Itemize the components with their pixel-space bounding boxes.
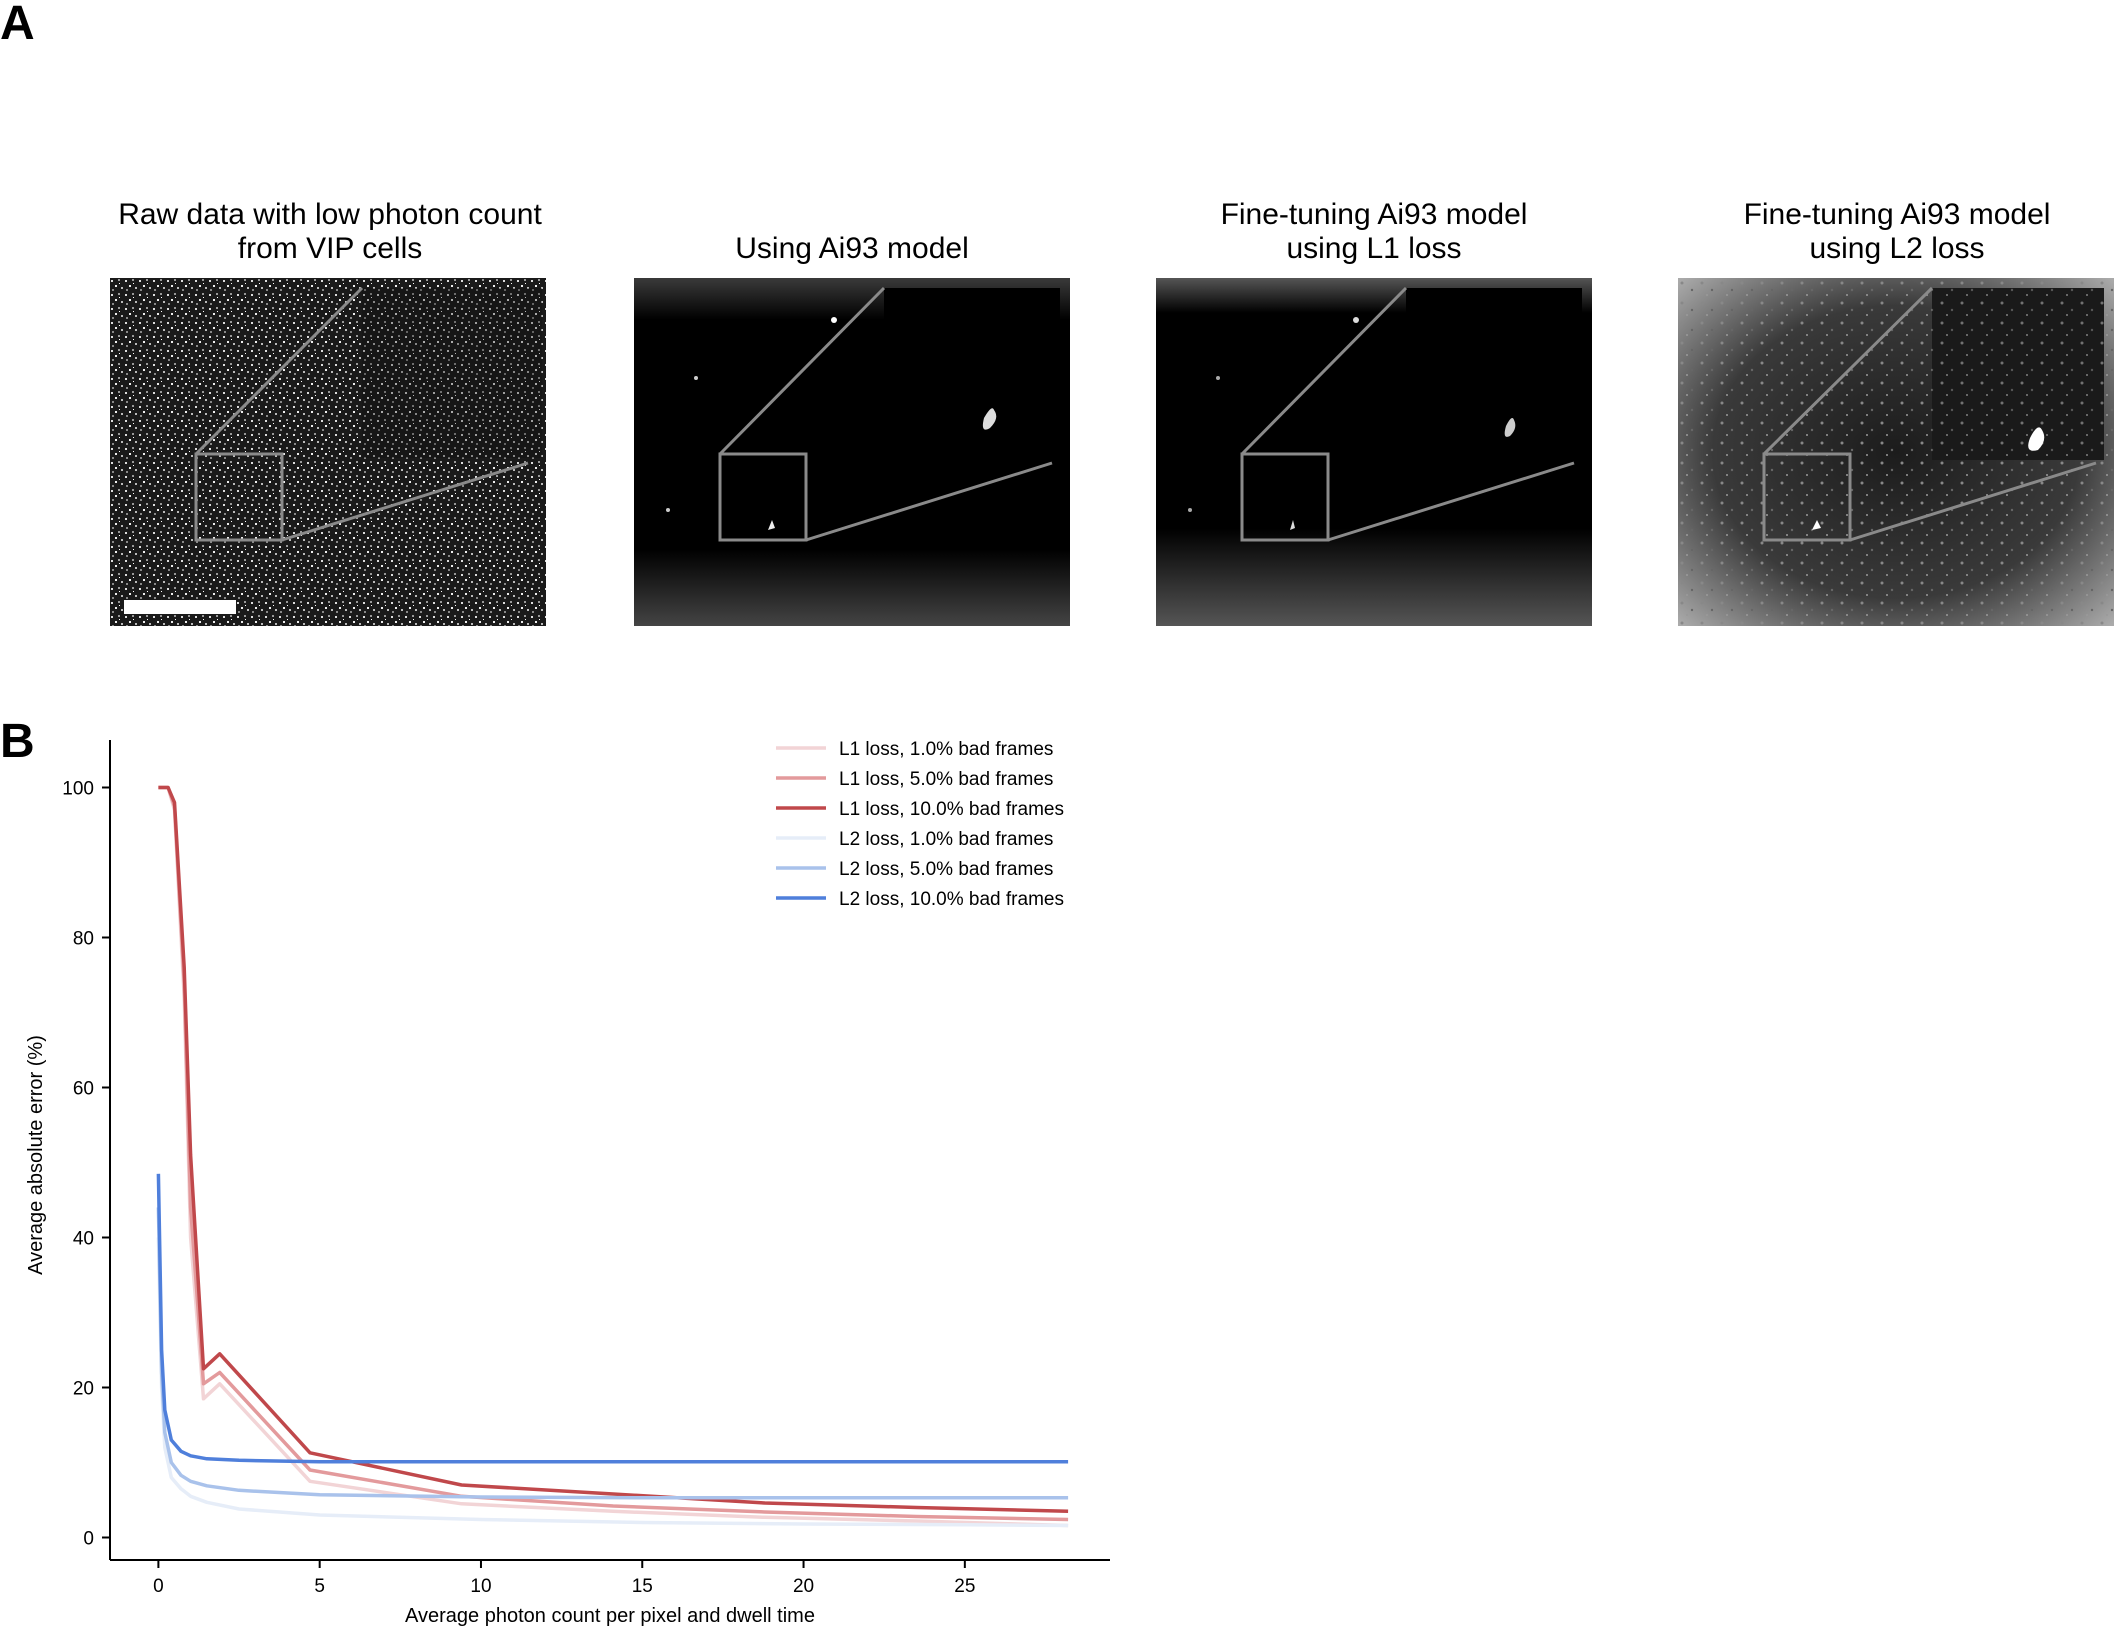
scale-bar <box>124 600 236 614</box>
micrograph-l2 <box>1678 278 2114 626</box>
image-title-line: using L1 loss <box>1286 232 1462 265</box>
image-title-l2: Fine-tuning Ai93 model using L2 loss <box>1637 198 2114 266</box>
chart-legend: L1 loss, 1.0% bad frames L1 loss, 5.0% ba… <box>776 739 1064 910</box>
legend-label: L1 loss, 10.0% bad frames <box>839 799 1064 820</box>
chart-svg: 0 5 10 15 20 25 0 20 40 60 80 100 L1 loss, 1.0% bad… <box>25 739 1110 1627</box>
x-tick-label: 15 <box>632 1576 653 1597</box>
y-tick-label: 60 <box>73 1079 94 1100</box>
series-line-6 <box>156 1173 1069 1464</box>
y-tick-label: 20 <box>73 1379 94 1400</box>
micrograph-l1 <box>1156 278 1592 626</box>
legend-label: L1 loss, 1.0% bad frames <box>839 739 1053 760</box>
image-title-raw: Raw data with low photon count from VIP … <box>70 198 590 266</box>
image-title-line: Fine-tuning Ai93 model <box>1743 198 2051 231</box>
panel-label-a: A <box>0 0 35 50</box>
image-title-line: Fine-tuning Ai93 model <box>1220 198 1528 231</box>
y-tick-label: 80 <box>73 929 94 950</box>
legend-label: L2 loss, 5.0% bad frames <box>839 859 1053 880</box>
legend-label: L1 loss, 5.0% bad frames <box>839 769 1053 790</box>
x-tick-label: 0 <box>153 1576 164 1597</box>
x-tick-label: 5 <box>314 1576 325 1597</box>
image-title-line: using L2 loss <box>1809 232 1985 265</box>
y-axis-label: Average absolute error (%) <box>25 1035 47 1275</box>
series-line-5 <box>156 1207 1069 1500</box>
image-title-line: from VIP cells <box>237 232 423 265</box>
y-tick-label: 40 <box>73 1229 94 1250</box>
micrograph-ai93 <box>634 278 1070 626</box>
legend-label: L2 loss, 1.0% bad frames <box>839 829 1053 850</box>
x-tick-label: 10 <box>470 1576 491 1597</box>
y-tick-label: 0 <box>83 1529 94 1550</box>
micrograph-raw <box>110 278 546 626</box>
legend-label: L2 loss, 10.0% bad frames <box>839 889 1064 910</box>
series-line-4 <box>156 1237 1069 1528</box>
x-axis-label: Average photon count per pixel and dwell… <box>405 1605 815 1627</box>
x-tick-label: 20 <box>793 1576 814 1597</box>
image-title-line: Raw data with low photon count <box>118 198 542 231</box>
panel-label-b: B <box>0 715 35 768</box>
y-tick-label: 100 <box>62 779 94 800</box>
series-line-3 <box>158 785 1069 1514</box>
error-vs-photon-chart: 0 5 10 15 20 25 0 20 40 60 80 100 L1 loss, 1.0% bad… <box>0 700 1140 1627</box>
x-tick-label: 25 <box>954 1576 975 1597</box>
image-title-l1: Fine-tuning Ai93 model using L1 loss <box>1114 198 1634 266</box>
image-title-ai93: Using Ai93 model <box>592 232 1112 266</box>
image-title-line: Using Ai93 model <box>735 232 969 265</box>
chart-series <box>156 785 1069 1528</box>
chart-axes: 0 5 10 15 20 25 0 20 40 60 80 100 <box>62 740 1110 1597</box>
